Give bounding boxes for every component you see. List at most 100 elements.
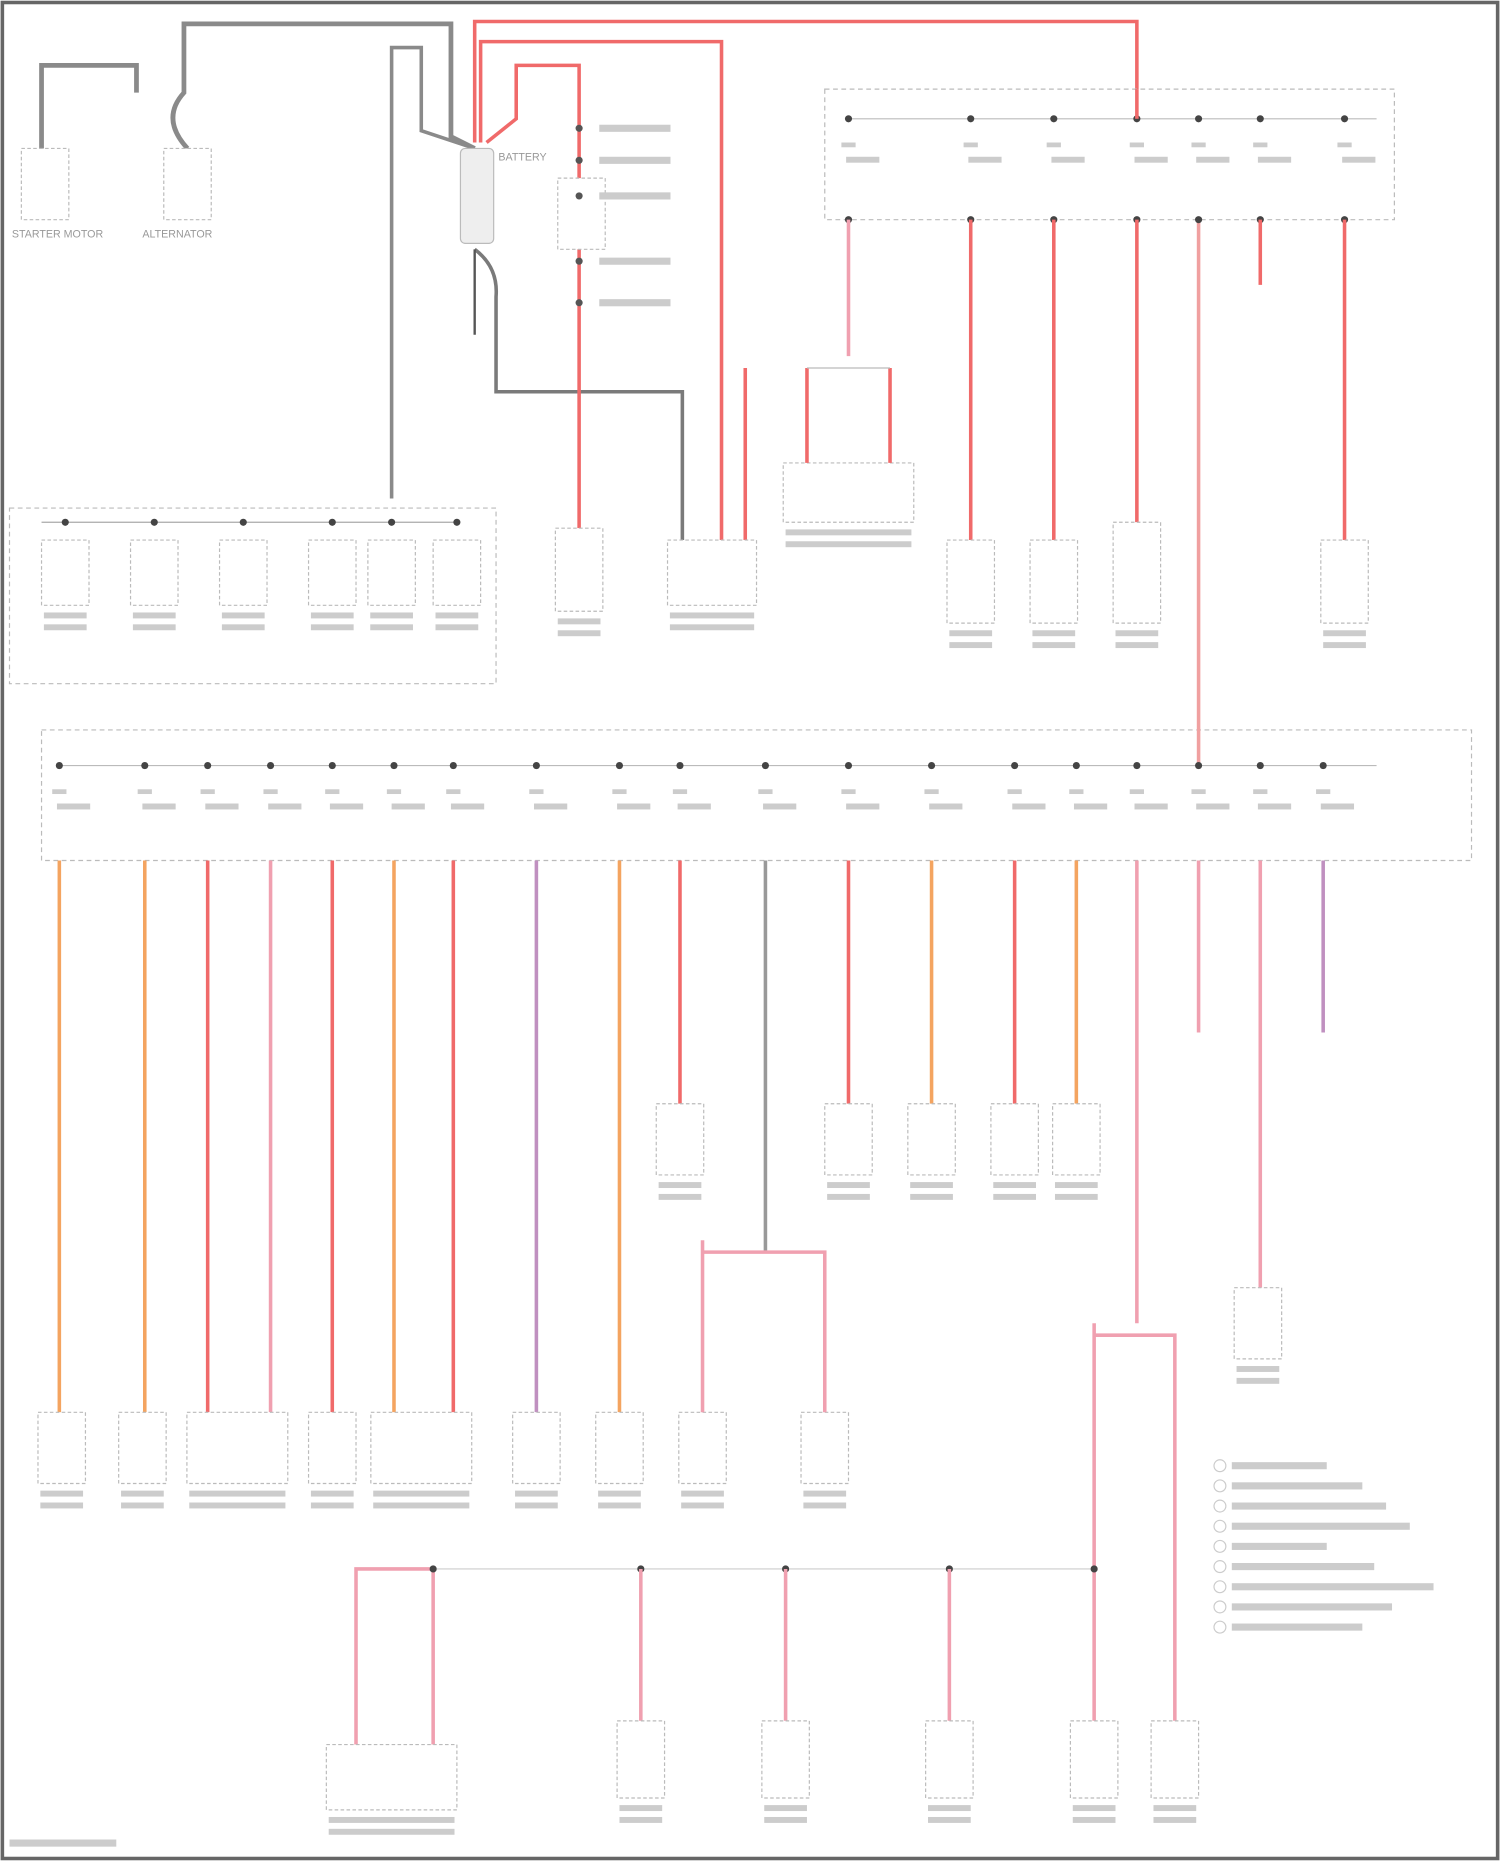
splice-dot	[141, 761, 149, 770]
component-label-text	[993, 1182, 1036, 1189]
splice-dot	[328, 518, 336, 526]
splice-dot	[1050, 115, 1058, 123]
fuse-icon	[325, 789, 340, 795]
fuse-icon	[963, 142, 978, 148]
component-box	[186, 1411, 289, 1485]
fuse-label-text	[534, 803, 568, 810]
bottom-fuse-box	[40, 729, 1473, 862]
fuse-icon	[263, 789, 278, 795]
splice-dot	[388, 518, 396, 526]
component-label-text	[1115, 642, 1159, 649]
component-label-text	[993, 1193, 1036, 1200]
fuse-label-text	[142, 803, 176, 810]
fuse-label-text	[1134, 156, 1168, 163]
circuit-label-text	[599, 156, 671, 164]
fuse-label-text	[1257, 156, 1292, 163]
legend-marker-icon	[1213, 1580, 1227, 1594]
fuse-icon	[1191, 142, 1206, 148]
component-box	[1029, 539, 1079, 624]
component-label-text	[949, 642, 993, 649]
component-label-text	[669, 612, 755, 619]
splice-dot	[1133, 761, 1141, 770]
fuse-icon	[1046, 142, 1061, 148]
splice-dot	[844, 115, 853, 123]
fuse-label-text	[763, 803, 797, 810]
fuse-icon	[529, 789, 544, 795]
component-box	[824, 1103, 873, 1176]
fuse-icon	[1007, 789, 1022, 795]
alternator-label: ALTERNATOR	[142, 228, 212, 240]
component-label-text	[928, 1816, 971, 1823]
fuse-label-text	[268, 803, 302, 810]
splice-dot	[1340, 115, 1349, 123]
splice-dot	[575, 156, 583, 164]
diagram-id-text	[9, 1839, 117, 1847]
battery-label: BATTERY	[498, 151, 546, 163]
legend-item-text	[1231, 1563, 1375, 1571]
splice-dot	[575, 299, 583, 307]
splice-dot	[1011, 761, 1019, 770]
fuse-label-text	[1196, 156, 1230, 163]
component-label-text	[1072, 1816, 1116, 1823]
fuse-icon	[841, 142, 856, 148]
component-label-text	[658, 1182, 702, 1189]
fuse-label-text	[1342, 156, 1376, 163]
component-label-text	[785, 529, 912, 536]
circuit-label-text	[599, 192, 671, 200]
splice-dot	[150, 518, 158, 526]
fuse-icon	[52, 789, 67, 795]
component-label-text	[803, 1502, 847, 1509]
legend-marker-icon	[1213, 1600, 1227, 1614]
splice-dot	[761, 761, 769, 770]
component-box	[907, 1103, 956, 1176]
fuse-label-text	[450, 803, 485, 810]
legend-item-text	[1231, 1522, 1410, 1530]
component-label-text	[40, 1502, 84, 1509]
component-label-text	[681, 1490, 724, 1497]
electric-vacuum-pump-relay	[782, 462, 915, 523]
circuit-label-text	[599, 124, 671, 132]
fuse-label-text	[329, 803, 364, 810]
fuse-label-text	[1012, 803, 1046, 810]
splice-dot	[676, 761, 684, 770]
component-label-text	[1054, 1182, 1098, 1189]
wire	[354, 1567, 435, 1745]
fuse-icon	[612, 789, 627, 795]
component-box	[37, 1411, 87, 1485]
component-label-text	[515, 1502, 558, 1509]
legend-item-text	[1231, 1502, 1387, 1510]
component-box	[325, 1743, 458, 1811]
component-label-text	[373, 1502, 470, 1509]
legend	[1213, 1459, 1434, 1634]
fuse-icon	[1337, 142, 1352, 148]
component-box	[655, 1103, 705, 1176]
battery-feed-wire	[472, 19, 1139, 143]
legend-marker-icon	[1213, 1519, 1227, 1533]
legend-item-text	[1231, 1482, 1363, 1490]
component-label-text	[43, 624, 87, 631]
component-label-text	[435, 612, 479, 619]
wire	[700, 1240, 827, 1413]
fuse-icon	[1191, 789, 1206, 795]
relay-box	[432, 539, 482, 606]
splice-dot	[1256, 761, 1264, 770]
component-label-text	[328, 1816, 455, 1823]
component-label-text	[910, 1193, 953, 1200]
fuse-label-text	[391, 803, 425, 810]
splice-dot	[532, 761, 540, 770]
splice-dot	[1319, 761, 1327, 770]
component-label-text	[370, 624, 413, 631]
component-label-text	[658, 1193, 702, 1200]
splice-dot	[61, 518, 69, 526]
legend-item-text	[1231, 1623, 1363, 1631]
component-box	[1112, 521, 1162, 624]
fuse-label-text	[846, 156, 880, 163]
component-box	[307, 1411, 357, 1485]
fuse-icon	[841, 789, 856, 795]
fuse-icon	[1129, 789, 1144, 795]
fuse-icon	[446, 789, 461, 795]
component-label-text	[121, 1502, 164, 1509]
splice-dot	[204, 761, 212, 770]
